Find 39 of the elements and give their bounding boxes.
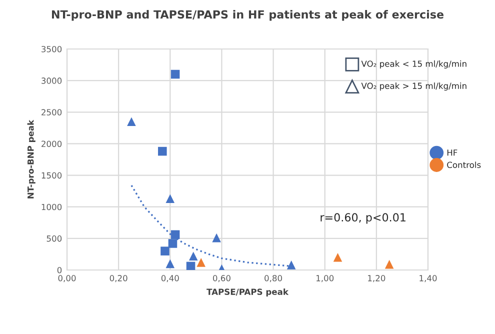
point xyxy=(170,230,180,240)
x-tick-label: 1,40 xyxy=(420,275,437,282)
x-tick-label: 0,00 xyxy=(58,275,76,282)
point xyxy=(333,252,342,262)
x-axis-title: TAPSE/PAPS peak xyxy=(206,288,289,297)
point xyxy=(186,262,196,270)
x-tick-label: 0,80 xyxy=(264,275,282,282)
point xyxy=(127,117,136,126)
annotation: VO₂ peak > 15 ml/kg/min xyxy=(361,82,466,91)
x-tick-label: 0,60 xyxy=(212,275,230,282)
point xyxy=(384,260,394,269)
x-tick-label: 0,40 xyxy=(161,275,179,282)
point xyxy=(168,239,178,248)
y-tick-label: 1500 xyxy=(42,172,62,179)
y-tick-label: 3000 xyxy=(42,78,62,84)
legend-label: HF xyxy=(447,150,458,156)
point xyxy=(188,252,198,260)
point xyxy=(166,259,175,268)
point xyxy=(212,233,221,242)
y-tick-label: 0 xyxy=(57,266,62,274)
point xyxy=(158,146,167,156)
y-tick-label: 2500 xyxy=(42,109,62,116)
x-tick-label: 0,20 xyxy=(110,275,128,282)
chart-title: NT-pro-BNP and TAPSE/PAPS in HF patients at peak of exercise xyxy=(52,10,444,21)
y-tick-label: 500 xyxy=(46,235,62,242)
x-tick-label: 1,20 xyxy=(368,275,386,282)
y-tick-label: 3500 xyxy=(42,46,62,52)
y-axis-title: NT-pro-BNP peak xyxy=(27,120,36,198)
point xyxy=(196,258,206,267)
annotation: r=0.60, p<0.01 xyxy=(320,213,406,224)
y-tick-label: 1000 xyxy=(42,204,62,210)
point xyxy=(166,194,175,204)
annotation: VO₂ peak < 15 ml/kg/min xyxy=(361,60,466,69)
x-tick-label: 1,00 xyxy=(316,275,334,282)
y-tick-label: 2000 xyxy=(42,140,62,147)
legend-label: Controls xyxy=(447,162,481,168)
point xyxy=(170,70,180,79)
point xyxy=(286,260,296,270)
point xyxy=(160,246,170,256)
